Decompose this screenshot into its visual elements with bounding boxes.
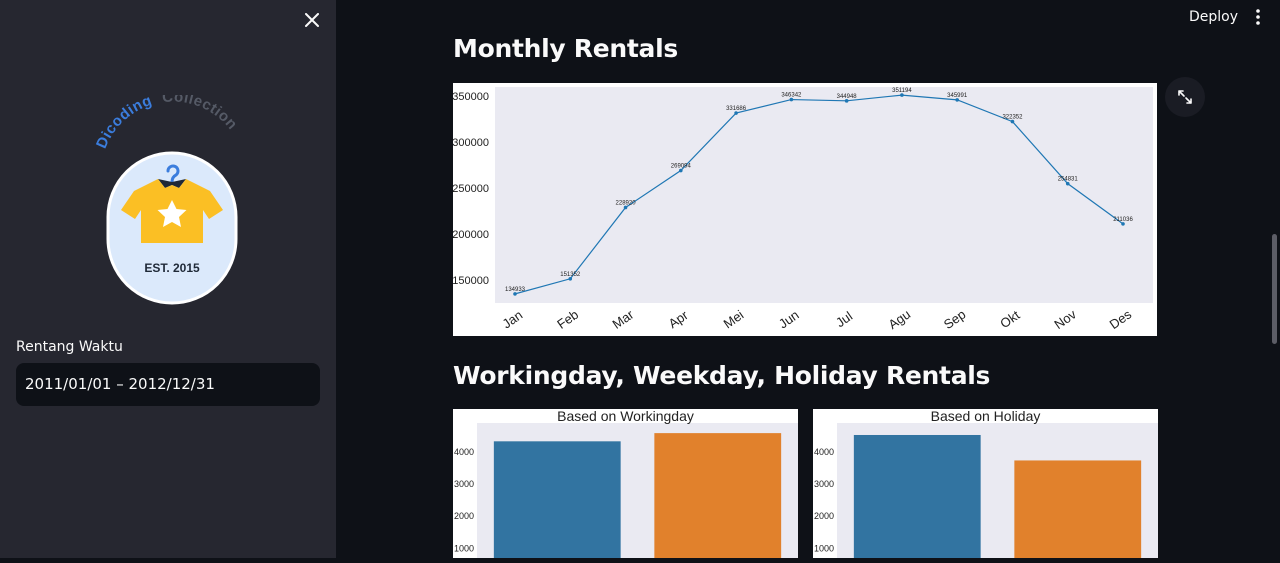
- monthly-rentals-chart: 150000 200000 250000 300000 350000 Jan Feb Mar A…: [452, 87, 1153, 333]
- x-tick-label: Agu: [886, 307, 914, 333]
- data-point: [1065, 181, 1070, 186]
- data-point: [844, 99, 849, 103]
- logo-arc-text-1: Dicoding: [93, 95, 154, 151]
- bar: [654, 433, 782, 563]
- data-label: 346342: [781, 93, 802, 99]
- data-point: [955, 98, 959, 102]
- data-point: [1121, 222, 1125, 226]
- sidebar: Dicoding Collection EST. 2015 Rentang Wa…: [0, 0, 336, 558]
- monthly-rentals-heading: Monthly Rentals: [453, 34, 678, 63]
- y-tick-label: 150000: [453, 275, 489, 287]
- bar: [1014, 460, 1142, 563]
- y-tick-label: 300000: [453, 137, 489, 149]
- data-label: 211036: [1113, 217, 1133, 223]
- y-tick-label: 2000: [814, 511, 834, 521]
- y-tick-label: 250000: [453, 183, 489, 195]
- y-tick-label: 3000: [814, 479, 834, 489]
- y-tick-label: 1000: [814, 543, 834, 553]
- svg-text:Dicoding Collection: Dicoding Collection: [93, 95, 241, 151]
- kebab-menu-icon[interactable]: [1250, 7, 1266, 27]
- scrollbar[interactable]: [1272, 234, 1277, 344]
- data-label: 322352: [1002, 115, 1023, 121]
- data-point: [623, 205, 628, 210]
- holiday-chart: Based on Holiday 1000 2000 3000 4000: [814, 408, 1158, 563]
- y-tick-label: 1000: [454, 543, 474, 553]
- data-label: 331686: [726, 106, 747, 112]
- data-point: [679, 168, 683, 173]
- logo-arc-text-2: Collection: [162, 95, 241, 133]
- bar: [493, 441, 621, 563]
- x-tick-label: Jun: [776, 307, 802, 331]
- date-range-label: Rentang Waktu: [16, 339, 123, 355]
- data-point: [568, 276, 573, 281]
- series-line: [514, 94, 1124, 295]
- data-point: [734, 111, 738, 115]
- close-icon: [305, 13, 319, 27]
- workingday-figure: Based on Workingday 1000 2000 3000 4000: [453, 408, 798, 563]
- x-tick-label: Mei: [721, 307, 747, 331]
- y-tick-label: 3000: [454, 479, 474, 489]
- data-point: [513, 292, 517, 296]
- data-label: 351194: [892, 88, 912, 94]
- fullscreen-icon: [1178, 90, 1192, 104]
- x-tick-label: Sep: [941, 307, 969, 333]
- y-tick-label: 4000: [454, 447, 474, 457]
- plot-area: [495, 87, 1153, 303]
- holiday-figure: Based on Holiday 1000 2000 3000 4000: [813, 408, 1158, 563]
- monthly-rentals-figure: 150000 200000 250000 300000 350000 Jan Feb Mar A…: [452, 83, 1157, 336]
- fullscreen-button[interactable]: [1165, 77, 1205, 117]
- chart-title: Based on Holiday: [931, 409, 1041, 424]
- data-label: 134933: [505, 287, 526, 293]
- x-tick-label: Des: [1107, 306, 1135, 332]
- x-tick-label: Mar: [609, 306, 636, 332]
- data-point: [900, 93, 904, 97]
- data-label: 254831: [1058, 177, 1079, 183]
- close-sidebar-button[interactable]: [300, 8, 324, 32]
- bar: [853, 434, 981, 563]
- data-label: 228920: [616, 200, 637, 206]
- x-tick-label: Jan: [500, 307, 526, 331]
- y-tick-label: 2000: [454, 511, 474, 521]
- logo: Dicoding Collection EST. 2015: [93, 95, 241, 305]
- y-tick-label: 4000: [814, 447, 834, 457]
- logo-est-text: EST. 2015: [144, 261, 200, 275]
- data-point: [1010, 119, 1015, 124]
- y-tick-label: 350000: [453, 91, 489, 103]
- data-label: 344948: [837, 94, 858, 100]
- data-label: 345991: [947, 93, 968, 99]
- data-point: [789, 97, 794, 102]
- x-tick-label: Nov: [1051, 306, 1079, 332]
- workingday-heading: Workingday, Weekday, Holiday Rentals: [453, 361, 991, 390]
- data-label: 269094: [671, 164, 692, 170]
- main-content: Deploy Monthly Rentals 150000 200000 25000…: [336, 0, 1280, 563]
- workingday-chart: Based on Workingday 1000 2000 3000 4000: [454, 408, 798, 563]
- deploy-button[interactable]: Deploy: [1189, 9, 1239, 25]
- x-tick-label: Feb: [554, 307, 581, 332]
- data-label: 151352: [560, 272, 581, 278]
- y-tick-label: 200000: [453, 229, 489, 241]
- x-tick-label: Okt: [997, 307, 1022, 331]
- x-tick-label: Apr: [666, 307, 692, 331]
- x-tick-label: Jul: [833, 308, 855, 330]
- date-range-input[interactable]: 2011/01/01 – 2012/12/31: [16, 363, 320, 406]
- chart-title: Based on Workingday: [557, 409, 694, 424]
